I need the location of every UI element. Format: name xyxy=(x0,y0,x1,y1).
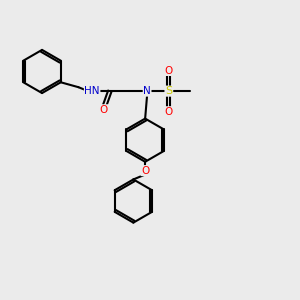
Text: HN: HN xyxy=(84,86,100,96)
Text: N: N xyxy=(143,86,151,96)
Text: O: O xyxy=(165,107,173,117)
Text: O: O xyxy=(141,166,149,176)
Text: O: O xyxy=(165,65,173,76)
Text: S: S xyxy=(165,86,172,96)
Text: O: O xyxy=(100,105,108,115)
